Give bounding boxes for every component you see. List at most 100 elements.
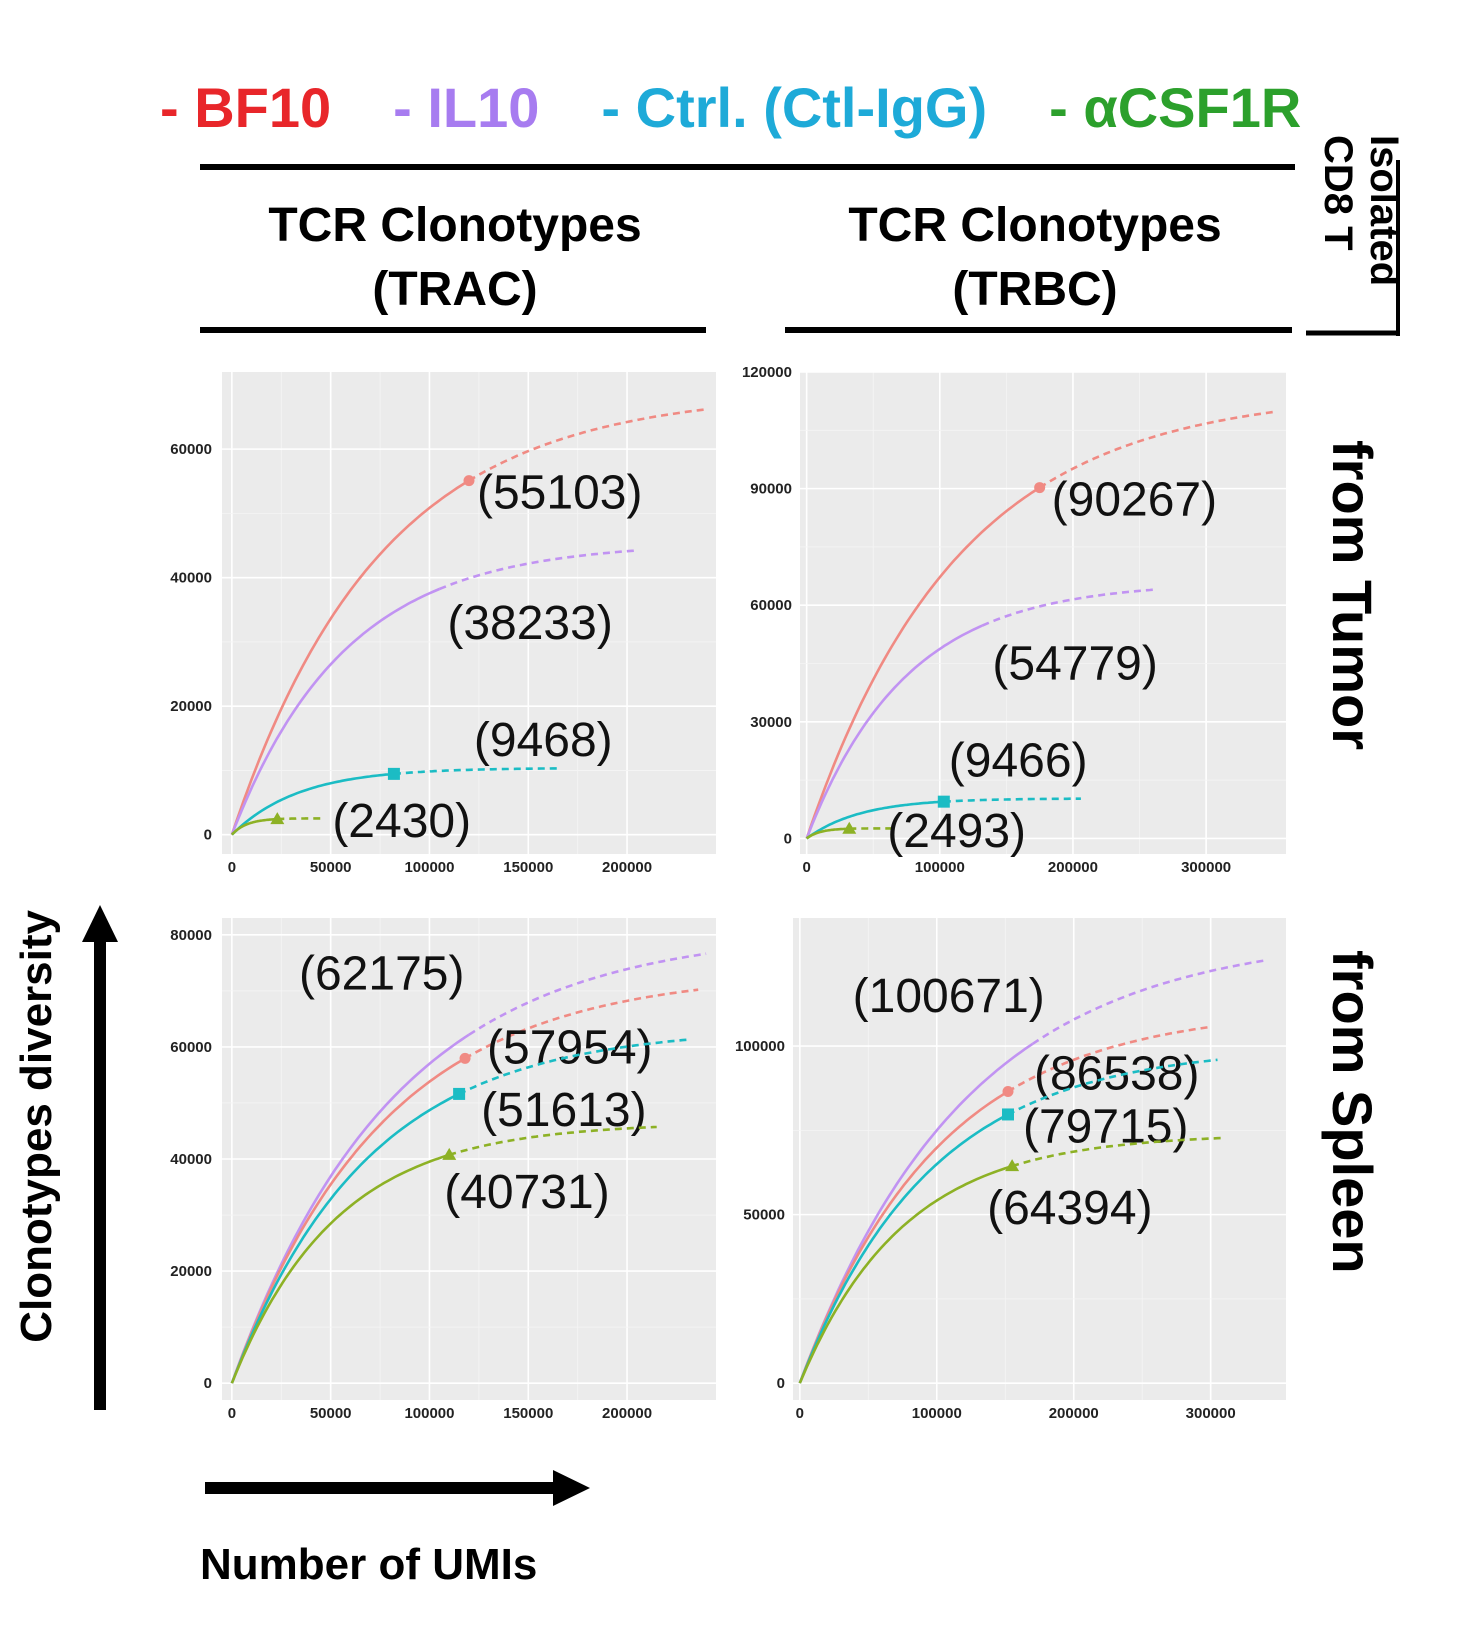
panel-4-y-tick-label: 50000 [743, 1207, 785, 1224]
panel-1-x-tick-label: 0 [228, 859, 236, 876]
panel-1-point-aCSF1R [270, 812, 285, 825]
panel-3-y-tick-label: 0 [204, 1375, 212, 1392]
panel-4-point-Ctrl [1002, 1108, 1015, 1121]
panel-1-point-BF10 [463, 475, 475, 487]
panel-4-series-Ctrl-extrapolation [1007, 1058, 1218, 1116]
panel-2-x-tick-label: 100000 [915, 859, 965, 876]
panel-1-series-BF10-extrapolation [468, 408, 707, 482]
panel-1-x-tick-label: 200000 [602, 859, 652, 876]
x-axis-arrow-head [553, 1470, 590, 1506]
panel-2-series-BF10-rarefaction [805, 486, 1041, 839]
panel-4-series-IL10-extrapolation [1031, 959, 1266, 1045]
column-header-trac: TCR Clonotypes (TRAC) [268, 199, 642, 316]
panel-4-point-aCSF1R [1005, 1159, 1020, 1172]
panel-3-series-Ctrl-rarefaction [230, 1092, 460, 1384]
legend-ctrl: - Ctrl. (Ctl-IgG) [601, 75, 988, 139]
panel-2-y-tick-label: 0 [784, 830, 792, 847]
panel-3-series-Ctrl-extrapolation [458, 1038, 687, 1096]
panel-1-x-tick-label: 50000 [310, 859, 352, 876]
panel-4-y-tick-label: 0 [777, 1375, 785, 1392]
panel-4-data-label-IL10: (100671) [853, 970, 1045, 1023]
panel-2-point-BF10 [1034, 482, 1046, 494]
panel-2-point-aCSF1R [842, 821, 857, 834]
panel-1-data-label-aCSF1R: (2430) [332, 795, 471, 848]
panel-2-data-label-IL10: (54779) [992, 638, 1157, 691]
panel-3-y-tick-label: 40000 [170, 1151, 212, 1168]
panel-2-x-tick-label: 300000 [1181, 859, 1231, 876]
panel-2-point-Ctrl [937, 795, 950, 808]
panel-4-series-BF10-rarefaction [798, 1090, 1009, 1384]
legend-bf10: - BF10 [160, 75, 332, 139]
panel-1-x-tick-label: 100000 [404, 859, 454, 876]
panel-2-y-tick-label: 60000 [750, 597, 792, 614]
panel-2-y-tick-label: 120000 [742, 364, 792, 381]
panel-3-series-aCSF1R-rarefaction [230, 1153, 450, 1384]
panel-2-data-label-BF10: (90267) [1052, 474, 1217, 527]
panel-3-y-tick-label: 20000 [170, 1263, 212, 1280]
panel-1-series-IL10-extrapolation [438, 549, 638, 591]
panel-3-x-tick-label: 200000 [602, 1405, 652, 1422]
panel-2-data-label-Ctrl: (9466) [949, 735, 1088, 788]
panel-2-series-Ctrl-rarefaction [805, 800, 944, 840]
row-label-spleen: from Spleen [1321, 950, 1384, 1274]
panel-4-series-aCSF1R-extrapolation [1011, 1136, 1225, 1168]
panel-4-series-aCSF1R-rarefaction [798, 1164, 1013, 1384]
panel-3-x-tick-label: 100000 [404, 1405, 454, 1422]
panel-3-x-tick-label: 150000 [503, 1405, 553, 1422]
x-axis-label: Number of UMIs [200, 1540, 538, 1589]
panel-1-y-tick-label: 20000 [170, 698, 212, 715]
panel-1-x-tick-label: 150000 [503, 859, 553, 876]
panel-3-data-label-BF10: (57954) [487, 1021, 652, 1074]
panel-2-y-tick-label: 90000 [750, 481, 792, 498]
panel-3-x-tick-label: 0 [228, 1405, 236, 1422]
y-axis-arrow-head [82, 905, 118, 942]
panel-4-x-tick-label: 200000 [1049, 1405, 1099, 1422]
panel-1-series-IL10-rarefaction [230, 587, 440, 836]
column-header-trbc: TCR Clonotypes (TRBC) [848, 199, 1222, 316]
panel-2-series-IL10-rarefaction [805, 624, 983, 839]
panel-4-x-tick-label: 100000 [912, 1405, 962, 1422]
panel-4-series-Ctrl-rarefaction [798, 1113, 1009, 1384]
panel-3-data-label-aCSF1R: (40731) [444, 1166, 609, 1219]
panel-1-series-Ctrl-extrapolation [393, 767, 558, 776]
panel-4-data-label-aCSF1R: (64394) [987, 1182, 1152, 1235]
panel-4-y-tick-label: 100000 [735, 1038, 785, 1055]
panel-1-series-BF10-rarefaction [230, 479, 470, 836]
panel-1-data-label-IL10: (38233) [447, 597, 612, 650]
panel-4-point-BF10 [1002, 1085, 1014, 1097]
panel-1-data-label-Ctrl: (9468) [474, 714, 613, 767]
panel-3-series-BF10-rarefaction [230, 1057, 466, 1384]
panel-3-x-tick-label: 50000 [310, 1405, 352, 1422]
panel-3-data-label-IL10: (62175) [299, 948, 464, 1001]
panel-2-y-tick-label: 30000 [750, 714, 792, 731]
panel-3-point-aCSF1R [442, 1147, 457, 1160]
panel-4-data-label-Ctrl: (79715) [1023, 1100, 1188, 1153]
panel-2-series-BF10-extrapolation [1038, 410, 1273, 489]
legend: - BF10 - IL10 - Ctrl. (Ctl-IgG) - αCSF1R [160, 72, 1380, 142]
panel-1-y-tick-label: 60000 [170, 441, 212, 458]
panel-3-series-BF10-extrapolation [464, 988, 699, 1060]
legend-acsf1r: - αCSF1R [1049, 75, 1302, 139]
panel-1-y-tick-label: 0 [204, 827, 212, 844]
panel-3-point-Ctrl [453, 1087, 466, 1100]
panel-1-y-tick-label: 40000 [170, 570, 212, 587]
panel-2-x-tick-label: 200000 [1048, 859, 1098, 876]
panel-2-x-tick-label: 0 [802, 859, 810, 876]
panel-3-y-tick-label: 60000 [170, 1039, 212, 1056]
panel-1-series-aCSF1R-rarefaction [230, 817, 278, 836]
panel-1-point-Ctrl [387, 767, 400, 780]
panel-4-x-tick-label: 0 [796, 1405, 804, 1422]
panel-1-series-Ctrl-rarefaction [230, 772, 394, 836]
panel-3-y-tick-label: 80000 [170, 927, 212, 944]
panel-2-series-Ctrl-extrapolation [943, 797, 1081, 803]
panel-2-series-IL10-extrapolation [981, 588, 1153, 627]
panel-2-background [800, 372, 1286, 854]
panel-4-x-tick-label: 300000 [1186, 1405, 1236, 1422]
panel-1-background [222, 372, 716, 854]
row-label-tumor: from Tumor [1321, 440, 1384, 751]
panel-2-data-label-aCSF1R: (2493) [887, 805, 1026, 858]
panel-1-data-label-BF10: (55103) [477, 467, 642, 520]
legend-il10: - IL10 [393, 75, 540, 139]
panel-1-series-aCSF1R-extrapolation [277, 817, 323, 821]
